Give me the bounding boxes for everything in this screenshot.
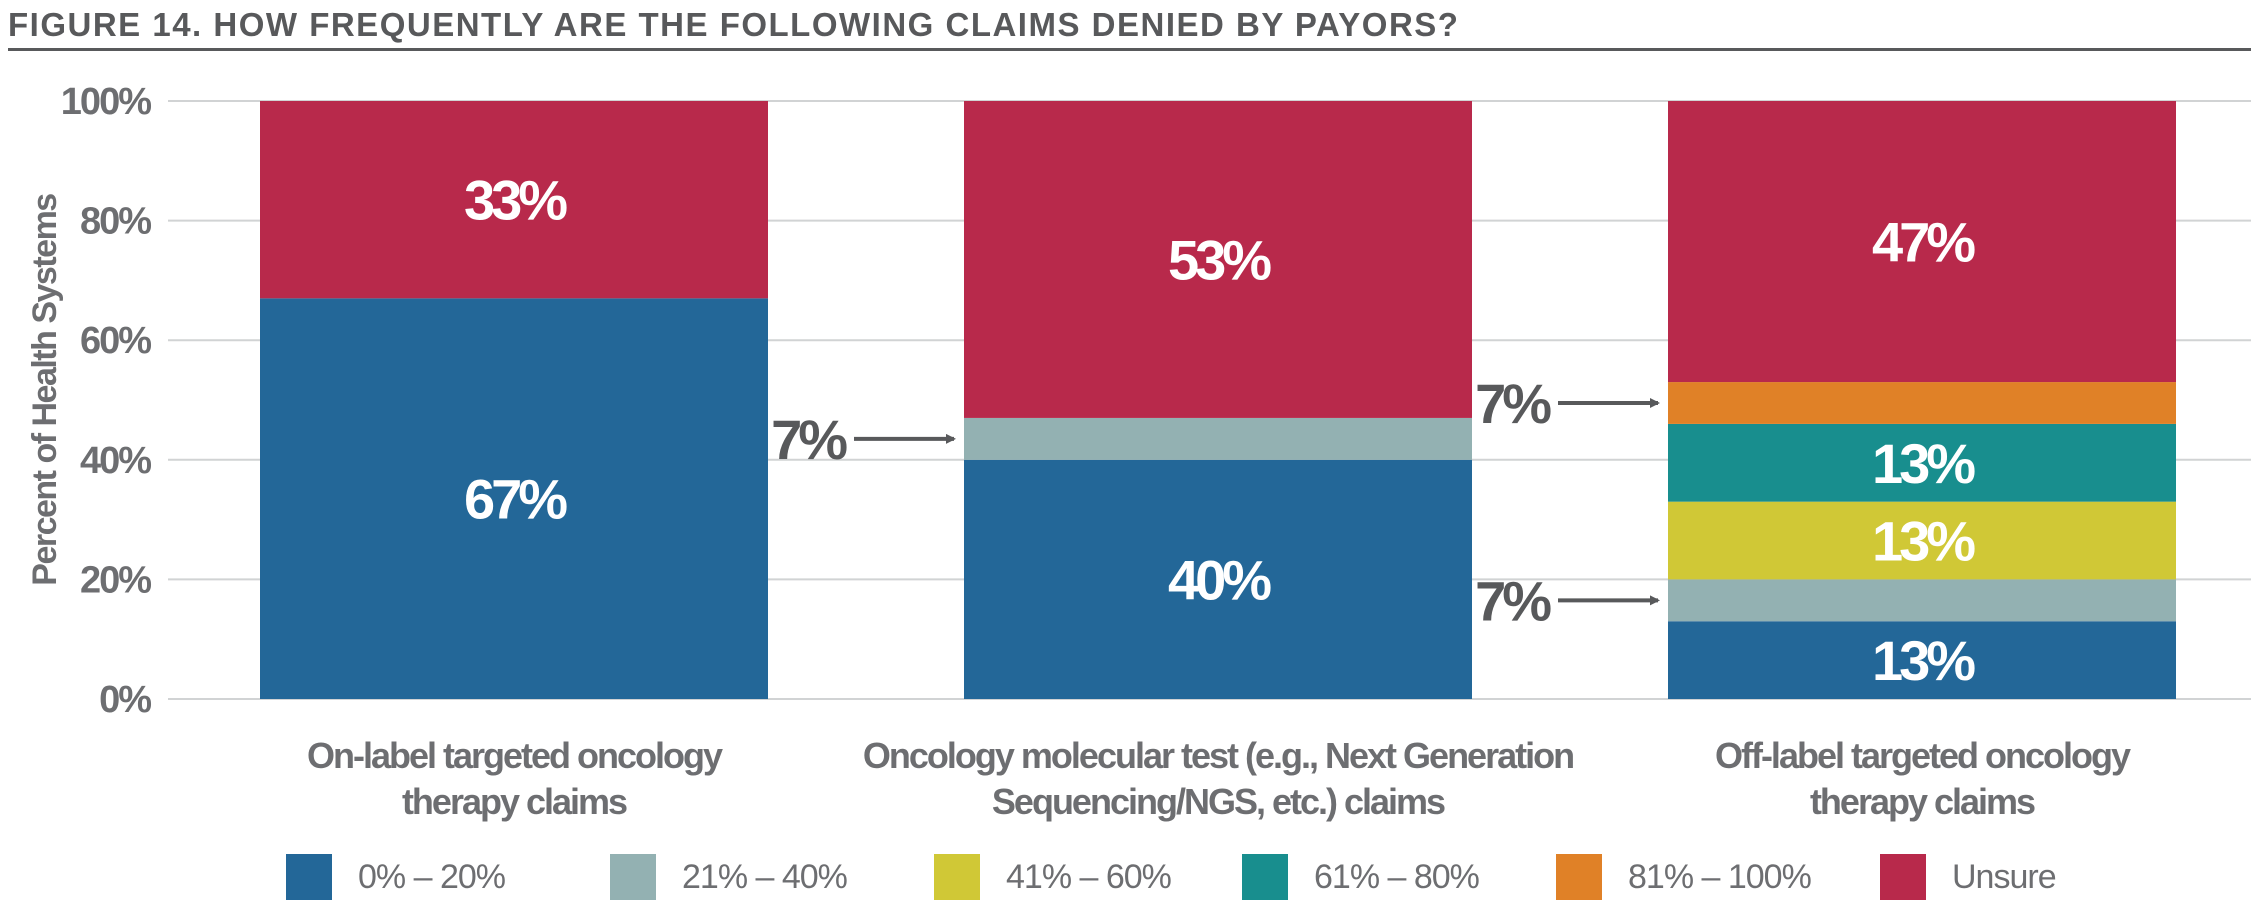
- y-axis-label: Percent of Health Systems: [26, 194, 64, 586]
- legend-item: 0% – 20%: [286, 852, 506, 902]
- bar-value-label: 13%: [1872, 629, 1975, 692]
- legend-item: 81% – 100%: [1556, 852, 1812, 902]
- legend-label: 0% – 20%: [358, 857, 506, 896]
- legend-item: 41% – 60%: [934, 852, 1172, 902]
- category-label: Sequencing/NGS, etc.) claims: [992, 781, 1445, 822]
- category-label: therapy claims: [1810, 781, 2035, 822]
- stacked-bar-chart: 0% 20% 40% 60% 80% 100% Percent of Health Syst…: [26, 81, 2251, 822]
- legend-label: 21% – 40%: [682, 857, 848, 896]
- legend-item: Unsure: [1880, 852, 2057, 902]
- legend-swatch: [286, 854, 332, 900]
- bar-segment: [1668, 382, 2176, 424]
- bar-value-label: 33%: [464, 169, 567, 232]
- bar-segment: [260, 101, 768, 299]
- bar-segment: [964, 459, 1472, 699]
- title-rule: [8, 48, 2251, 51]
- y-tick-label: 40%: [80, 440, 151, 482]
- bar-value-label: 13%: [1872, 510, 1975, 573]
- category-label: Oncology molecular test (e.g., Next Gene…: [863, 735, 1573, 776]
- bar-segment: [260, 298, 768, 699]
- bar-segment: [964, 101, 1472, 418]
- callout-label: 7%: [1475, 372, 1551, 435]
- legend-item: 21% – 40%: [610, 852, 848, 902]
- callout-label: 7%: [1475, 569, 1551, 632]
- legend-swatch: [1556, 854, 1602, 900]
- bar-value-label: 40%: [1168, 548, 1271, 611]
- legend-swatch: [1880, 854, 1926, 900]
- bar-value-label: 53%: [1168, 228, 1271, 291]
- y-tick-label: 80%: [80, 201, 151, 243]
- legend-label: 81% – 100%: [1628, 857, 1812, 896]
- category-label: therapy claims: [402, 781, 627, 822]
- y-tick-label: 0%: [99, 679, 151, 721]
- bar-segment: [1668, 501, 2176, 580]
- legend-swatch: [934, 854, 980, 900]
- bar-value-label: 67%: [464, 468, 567, 531]
- bar-value-label: 13%: [1872, 432, 1975, 495]
- figure-title: FIGURE 14. HOW FREQUENTLY ARE THE FOLLOW…: [8, 6, 1460, 43]
- y-tick-label: 20%: [80, 559, 151, 601]
- y-tick-label: 100%: [61, 81, 151, 123]
- y-tick-label: 60%: [80, 320, 151, 362]
- bar-segment: [964, 417, 1472, 460]
- legend-label: 61% – 80%: [1314, 857, 1480, 896]
- category-label: Off-label targeted oncology: [1715, 735, 2131, 776]
- bar-segment: [1668, 101, 2176, 383]
- bar-segment: [1668, 423, 2176, 502]
- legend-label: Unsure: [1952, 857, 2057, 896]
- chart-legend: 0% – 20% 21% – 40% 41% – 60% 61% – 80% 81% –…: [0, 852, 2251, 912]
- bar-value-label: 47%: [1872, 211, 1975, 274]
- legend-label: 41% – 60%: [1006, 857, 1172, 896]
- bar-segment: [1668, 621, 2176, 699]
- legend-item: 61% – 80%: [1242, 852, 1480, 902]
- legend-swatch: [1242, 854, 1288, 900]
- bar-segment: [1668, 579, 2176, 622]
- figure-title-area: FIGURE 14. HOW FREQUENTLY ARE THE FOLLOW…: [0, 0, 2251, 52]
- callout-label: 7%: [771, 408, 847, 471]
- legend-swatch: [610, 854, 656, 900]
- category-label: On-label targeted oncology: [307, 735, 723, 776]
